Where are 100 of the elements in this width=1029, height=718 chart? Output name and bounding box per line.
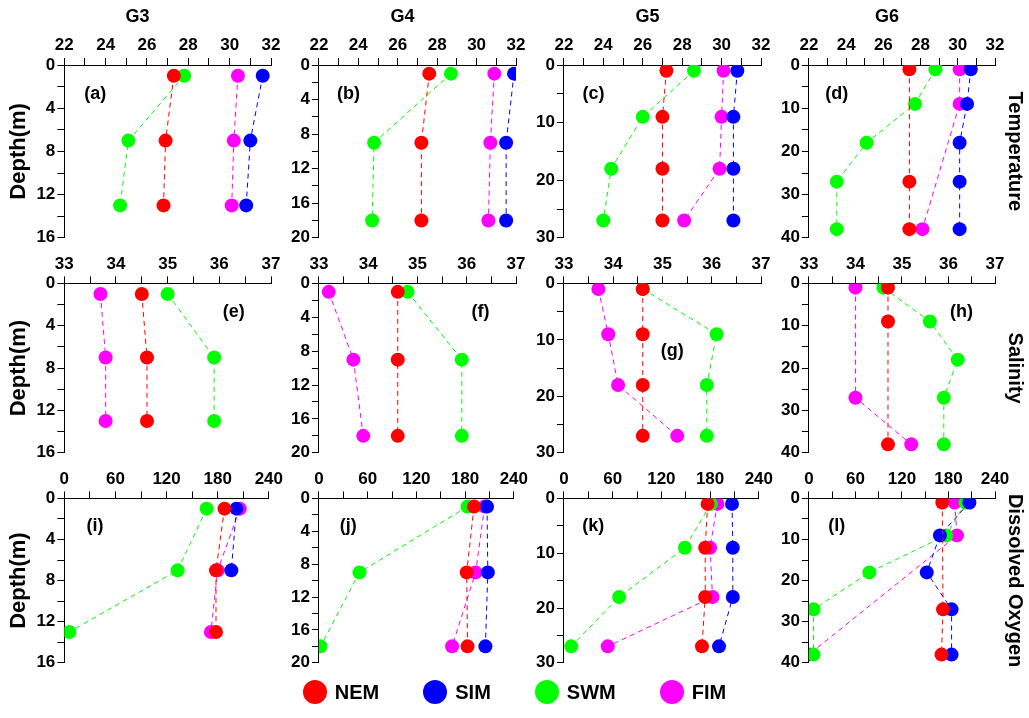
x-tick-label: 24 xyxy=(593,35,614,55)
y-tick-label: 40 xyxy=(780,442,800,462)
x-tick-label: 60 xyxy=(105,468,125,488)
y-tick-label: 10 xyxy=(535,112,555,132)
y-tick-label: 20 xyxy=(290,227,310,247)
y-tick-label: 10 xyxy=(535,542,555,562)
x-tick-label: 34 xyxy=(845,253,866,273)
x-tick-label: 22 xyxy=(309,35,329,55)
y-tick-label: 4 xyxy=(45,315,56,335)
y-tick-label: 4 xyxy=(45,97,56,117)
y-tick-label: 0 xyxy=(790,273,800,293)
y-axis-title: Depth(m) xyxy=(5,103,31,200)
x-tick-label: 33 xyxy=(309,253,329,273)
x-tick-label: 180 xyxy=(450,468,480,488)
x-tick-label: 32 xyxy=(751,35,771,55)
x-tick-label: 28 xyxy=(178,35,198,55)
y-tick-label: 16 xyxy=(36,442,56,462)
y-tick-label: 0 xyxy=(790,488,800,508)
y-tick-label: 20 xyxy=(535,169,555,189)
annotation: (b) xyxy=(336,83,360,104)
y-tick-label: 16 xyxy=(290,192,310,212)
y-tick-label: 30 xyxy=(535,227,555,247)
y2-axis-title: Dissolved Oxygen xyxy=(1005,493,1028,668)
x-tick-label: 30 xyxy=(220,35,240,55)
x-tick-label: 240 xyxy=(499,468,529,488)
y-tick-label: 16 xyxy=(36,652,56,672)
x-tick-label: 30 xyxy=(948,35,968,55)
x-tick-label: 35 xyxy=(892,253,912,273)
x-tick-label: 60 xyxy=(845,468,865,488)
chart-title: G3 xyxy=(125,5,150,26)
chart-title: G4 xyxy=(390,5,415,26)
x-tick-label: 28 xyxy=(672,35,692,55)
x-tick-label: 37 xyxy=(985,253,1005,273)
x-tick-label: 37 xyxy=(506,253,526,273)
y-tick-label: 20 xyxy=(780,570,800,590)
y-tick-label: 0 xyxy=(790,54,800,74)
annotation: (g) xyxy=(660,340,684,361)
annotation: (a) xyxy=(84,83,107,104)
y-tick-label: 8 xyxy=(45,570,56,590)
x-tick-label: 35 xyxy=(407,253,427,273)
y-tick-label: 8 xyxy=(45,357,56,377)
x-tick-label: 22 xyxy=(554,35,574,55)
y-tick-label: 10 xyxy=(780,529,800,549)
x-tick-label: 0 xyxy=(804,468,814,488)
y-tick-label: 4 xyxy=(300,306,311,326)
y-tick-label: 12 xyxy=(36,184,56,204)
y-tick-label: 20 xyxy=(535,597,555,617)
x-tick-label: 30 xyxy=(467,35,487,55)
x-tick-label: 36 xyxy=(209,253,229,273)
y-tick-label: 20 xyxy=(290,652,310,672)
x-tick-label: 60 xyxy=(358,468,378,488)
x-tick-label: 35 xyxy=(652,253,672,273)
x-tick-label: 240 xyxy=(254,468,284,488)
x-tick-label: 34 xyxy=(603,253,624,273)
y-tick-label: 8 xyxy=(300,553,310,573)
x-tick-label: 30 xyxy=(712,35,732,55)
y-tick-label: 0 xyxy=(300,273,310,293)
x-tick-label: 26 xyxy=(873,35,893,55)
x-tick-label: 33 xyxy=(54,253,74,273)
y-tick-label: 20 xyxy=(290,442,310,462)
y-tick-label: 12 xyxy=(290,158,310,178)
x-tick-label: 0 xyxy=(59,468,70,488)
x-tick-label: 120 xyxy=(152,468,181,488)
x-tick-label: 180 xyxy=(934,468,963,488)
annotation: (l) xyxy=(828,515,846,536)
x-tick-label: 32 xyxy=(261,35,281,55)
x-tick-label: 33 xyxy=(799,253,819,273)
y-tick-label: 30 xyxy=(780,611,800,631)
y-tick-label: 0 xyxy=(45,488,56,508)
y-tick-label: 12 xyxy=(290,374,310,394)
annotation: (c) xyxy=(582,83,605,104)
x-tick-label: 120 xyxy=(887,468,917,488)
x-tick-label: 0 xyxy=(559,468,569,488)
y-tick-label: 8 xyxy=(45,141,56,161)
legend-label: NEM xyxy=(334,680,380,704)
y-tick-label: 10 xyxy=(780,97,800,117)
y-tick-label: 4 xyxy=(45,529,56,549)
x-tick-label: 180 xyxy=(695,468,725,488)
y-tick-label: 12 xyxy=(290,586,310,606)
y-tick-label: 4 xyxy=(300,520,311,540)
annotation: (i) xyxy=(86,515,104,536)
x-tick-label: 28 xyxy=(911,35,931,55)
y-tick-label: 30 xyxy=(780,400,800,420)
y-tick-label: 4 xyxy=(300,89,311,109)
y-tick-label: 20 xyxy=(535,386,555,406)
annotation: (e) xyxy=(222,301,245,322)
y-tick-label: 0 xyxy=(45,273,56,293)
y-tick-label: 0 xyxy=(545,273,555,293)
x-tick-label: 120 xyxy=(647,468,676,488)
legend-label: SIM xyxy=(455,680,491,704)
x-tick-label: 24 xyxy=(348,35,369,55)
y-tick-label: 12 xyxy=(36,611,56,631)
y2-axis-title: Salinity xyxy=(1005,332,1028,405)
y2-axis-title: Temperature xyxy=(1005,91,1028,212)
legend-label: FIM xyxy=(691,680,727,704)
x-tick-label: 22 xyxy=(799,35,819,55)
x-tick-label: 33 xyxy=(554,253,574,273)
annotation: (h) xyxy=(950,301,973,322)
x-tick-label: 36 xyxy=(939,253,958,273)
x-tick-label: 36 xyxy=(702,253,722,273)
